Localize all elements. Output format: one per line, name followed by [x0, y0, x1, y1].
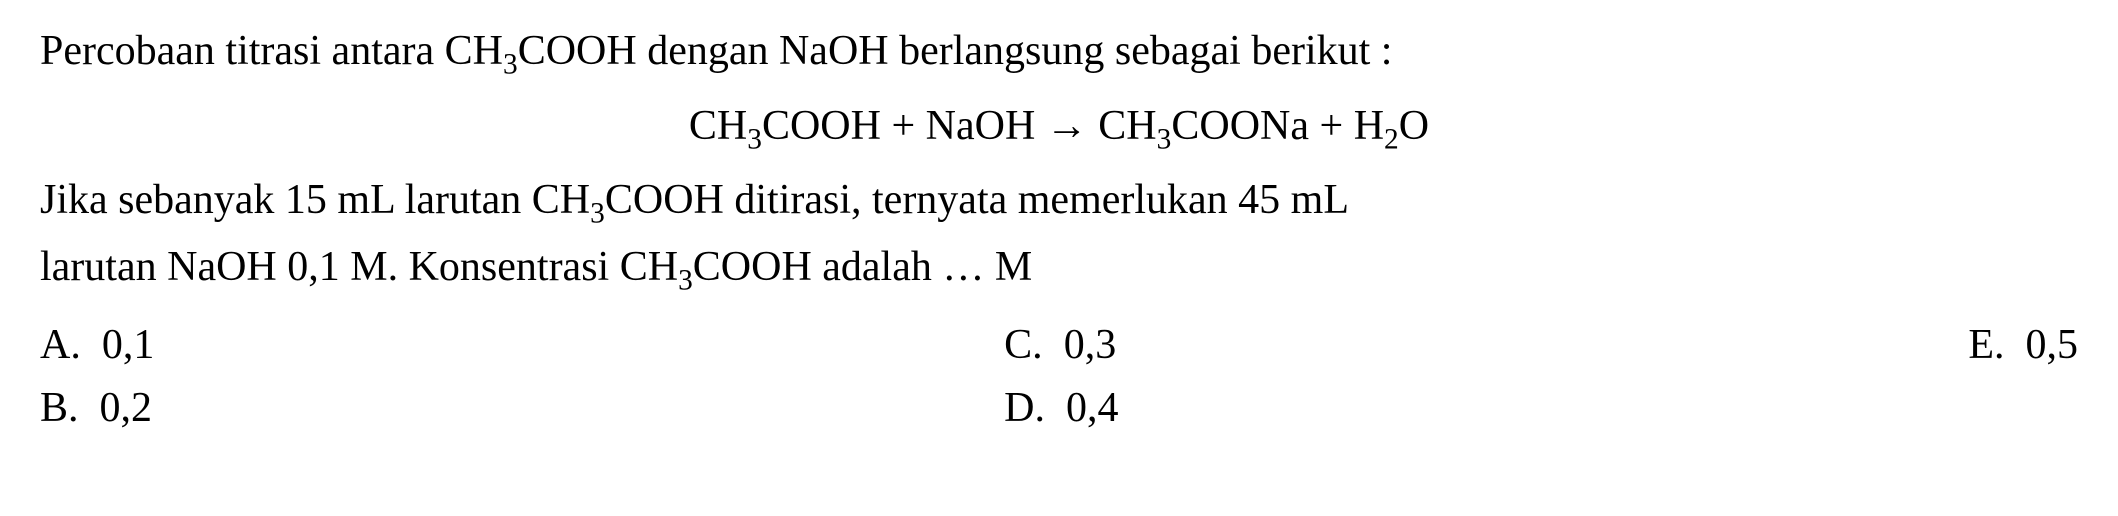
reactant1-sub: 3 — [747, 123, 762, 155]
option-c: C. 0,3 — [1004, 314, 1118, 377]
option-a: A. 0,1 — [40, 314, 154, 377]
option-column-3: E. 0,5 — [1968, 314, 2078, 440]
option-a-value: 0,1 — [102, 322, 155, 368]
line3-post: COOH adalah … M — [693, 244, 1032, 290]
option-column-1: A. 0,1 B. 0,2 — [40, 314, 154, 440]
intro-text-pre: Percobaan titrasi antara CH — [40, 28, 503, 74]
product2-pre: H — [1354, 103, 1384, 149]
product1-post: COONa — [1171, 103, 1309, 149]
chemical-equation: CH3COOH + NaOH → CH3COONa + H2O — [40, 95, 2078, 162]
plus2: + — [1309, 103, 1354, 149]
product1-sub: 3 — [1157, 123, 1172, 155]
option-c-label: C. — [1004, 322, 1043, 368]
arrow: → — [1035, 103, 1098, 149]
intro-sub: 3 — [503, 48, 518, 80]
option-e-value: 0,5 — [2026, 322, 2079, 368]
line3-sub: 3 — [678, 264, 693, 296]
option-a-label: A. — [40, 322, 81, 368]
option-b-value: 0,2 — [100, 385, 153, 431]
option-e-label: E. — [1968, 322, 2004, 368]
question-line2: Jika sebanyak 15 mL larutan CH3COOH diti… — [40, 169, 2078, 236]
answer-options: A. 0,1 B. 0,2 C. 0,3 D. 0,4 E. 0,5 — [40, 314, 2078, 440]
reactant1-post: COOH — [762, 103, 881, 149]
plus1: + — [881, 103, 926, 149]
reactant1-pre: CH — [689, 103, 747, 149]
option-d: D. 0,4 — [1004, 377, 1118, 440]
line2-pre: Jika sebanyak 15 mL larutan CH — [40, 177, 590, 223]
line2-post: COOH ditirasi, ternyata memerlukan 45 mL — [605, 177, 1349, 223]
product2-sub: 2 — [1384, 123, 1399, 155]
option-d-value: 0,4 — [1066, 385, 1119, 431]
line3-pre: larutan NaOH 0,1 M. Konsentrasi CH — [40, 244, 678, 290]
product2-post: O — [1399, 103, 1429, 149]
product1-pre: CH — [1098, 103, 1156, 149]
intro-text-post: COOH dengan NaOH berlangsung sebagai ber… — [518, 28, 1393, 74]
option-c-value: 0,3 — [1064, 322, 1117, 368]
question-line3: larutan NaOH 0,1 M. Konsentrasi CH3COOH … — [40, 236, 2078, 303]
option-d-label: D. — [1004, 385, 1045, 431]
option-e: E. 0,5 — [1968, 314, 2078, 377]
option-b: B. 0,2 — [40, 377, 154, 440]
option-column-2: C. 0,3 D. 0,4 — [1004, 314, 1118, 440]
question-intro: Percobaan titrasi antara CH3COOH dengan … — [40, 20, 2078, 87]
line2-sub: 3 — [590, 197, 605, 229]
reactant2: NaOH — [926, 103, 1036, 149]
option-b-label: B. — [40, 385, 79, 431]
